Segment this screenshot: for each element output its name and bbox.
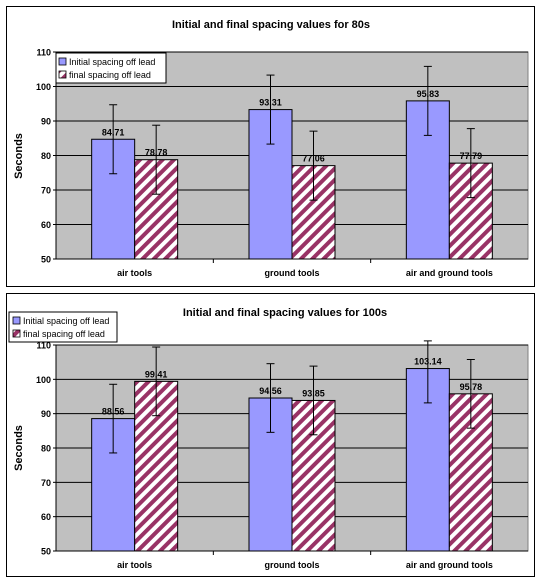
bar-final	[291, 165, 336, 260]
value-labels: 84.71 78.78 93.31 77.06 95.83 77.79	[102, 89, 482, 164]
chart-title: Initial and final spacing values for 80s	[172, 19, 370, 31]
y-tick-label: 60	[41, 220, 51, 230]
y-tick-label: 100	[36, 82, 51, 92]
x-tick-label: air tools	[117, 560, 152, 570]
y-axis-title: Seconds	[13, 133, 25, 179]
chart-panel-100s: Initial and final spacing values for 100…	[6, 293, 535, 577]
x-axis-labels: air tools ground tools air and ground tool…	[117, 551, 493, 570]
legend: Initial spacing off lead final spacing o…	[8, 311, 118, 343]
chart-80s: Initial and final spacing values for 80s…	[13, 19, 529, 278]
value-label: 99.41	[145, 369, 168, 379]
x-tick-label: air and ground tools	[406, 560, 493, 570]
value-labels: 88.56 99.41 94.56 93.85 103.14 95.78	[102, 357, 482, 417]
error-bars	[109, 340, 475, 454]
bars	[91, 368, 493, 552]
y-tick-label: 80	[41, 444, 51, 454]
legend-swatch-final	[58, 70, 67, 79]
y-tick-label: 80	[41, 151, 51, 161]
legend-label-initial: Initial spacing off lead	[69, 57, 155, 67]
chart-panel-80s: Initial and final spacing values for 80s…	[6, 6, 535, 287]
y-tick-label: 110	[36, 341, 51, 351]
value-label: 93.85	[302, 388, 325, 398]
y-tick-label: 50	[41, 255, 51, 265]
y-tick-label: 70	[41, 478, 51, 488]
x-tick-label: air and ground tools	[406, 268, 493, 278]
legend-label-final: final spacing off lead	[23, 329, 105, 339]
chart-100s: Initial and final spacing values for 100…	[8, 307, 529, 570]
value-label: 95.83	[417, 89, 440, 99]
y-tick-label: 110	[36, 48, 51, 58]
value-label: 94.56	[259, 386, 282, 396]
value-label: 88.56	[102, 407, 125, 417]
value-label: 93.31	[259, 98, 282, 108]
x-tick-label: ground tools	[265, 268, 320, 278]
value-label: 77.79	[460, 151, 483, 161]
value-label: 103.14	[414, 357, 442, 367]
y-tick-label: 50	[41, 547, 51, 557]
value-label: 78.78	[145, 148, 168, 158]
y-tick-label: 100	[36, 375, 51, 385]
y-tick-label: 70	[41, 186, 51, 196]
value-label: 77.06	[302, 154, 325, 164]
legend: Initial spacing off lead final spacing o…	[55, 52, 167, 84]
y-axis-title: Seconds	[13, 425, 25, 471]
y-tick-label: 90	[41, 117, 51, 127]
legend-swatch-initial	[12, 316, 21, 325]
legend-swatch-final	[12, 329, 21, 338]
value-label: 95.78	[460, 382, 483, 392]
x-tick-label: air tools	[117, 268, 152, 278]
y-tick-label: 60	[41, 512, 51, 522]
value-label: 84.71	[102, 127, 125, 137]
x-axis-labels: air tools ground tools air and ground tool…	[117, 259, 493, 278]
legend-label-final: final spacing off lead	[69, 70, 151, 80]
y-tick-label: 90	[41, 409, 51, 419]
legend-label-initial: Initial spacing off lead	[23, 316, 109, 326]
x-tick-label: ground tools	[265, 560, 320, 570]
chart-title: Initial and final spacing values for 100…	[183, 307, 387, 319]
error-bars	[109, 65, 475, 201]
legend-swatch-initial	[58, 57, 67, 66]
